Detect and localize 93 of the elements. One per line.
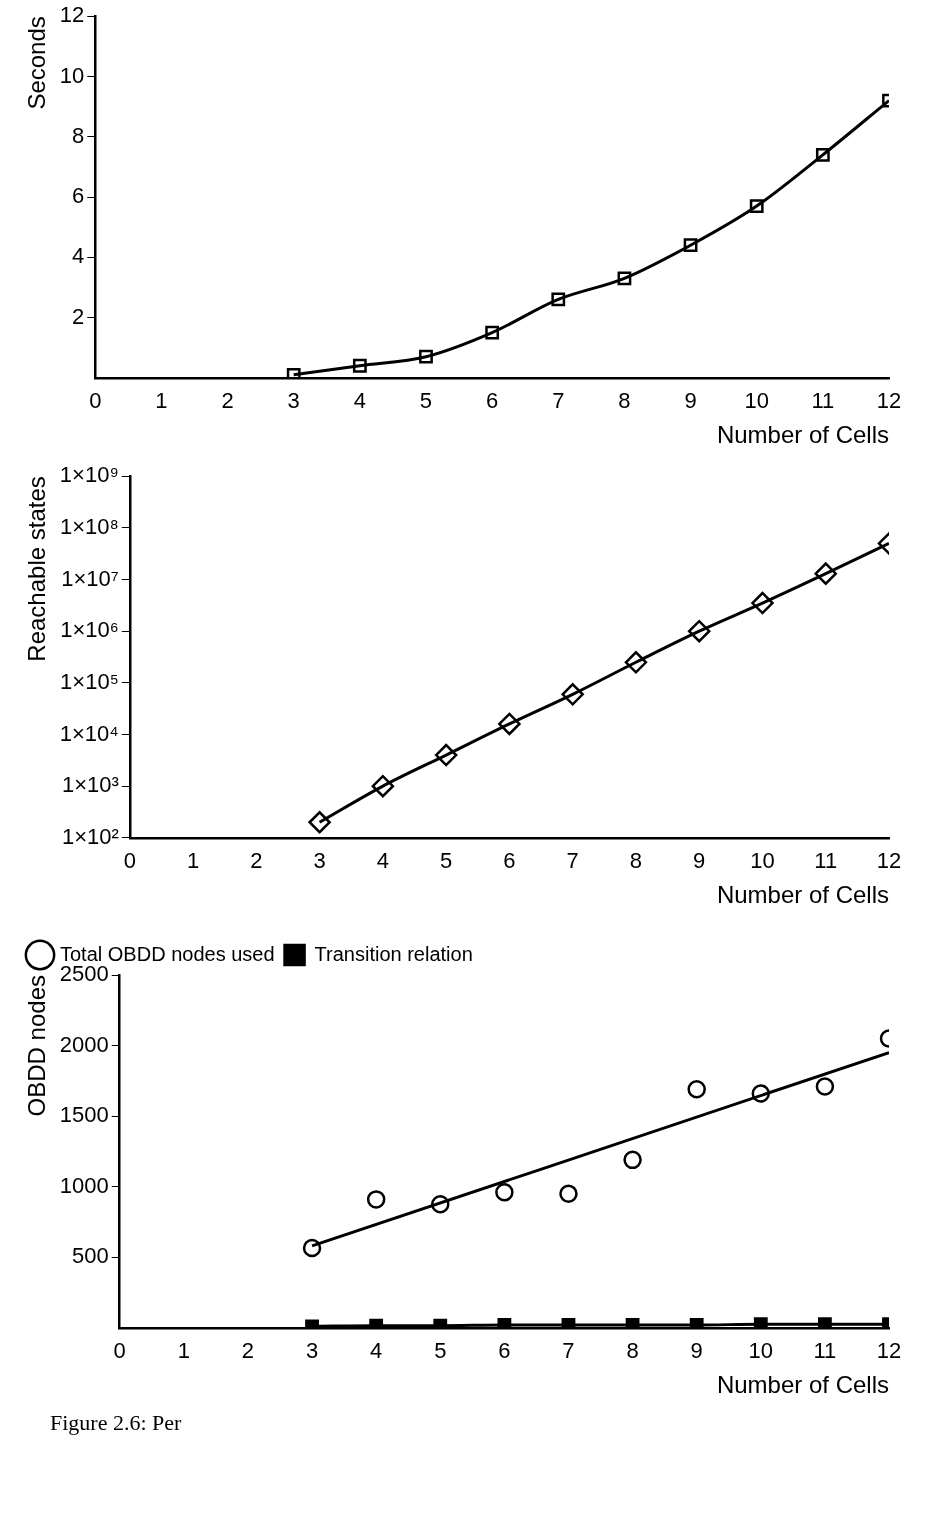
y-tick-label: 1×10⁷ [61, 565, 119, 591]
point [561, 683, 584, 706]
point [817, 1317, 832, 1328]
point [617, 271, 632, 286]
x-tick-label: 6 [503, 848, 516, 874]
point [687, 1080, 706, 1099]
x-tick-label: 5 [434, 1338, 447, 1364]
x-tick-label: 3 [287, 388, 300, 414]
point [352, 358, 367, 373]
x-tick-label: 10 [748, 1338, 774, 1364]
x-tick-label: 8 [629, 848, 643, 874]
x-tick-label: 1 [177, 1338, 190, 1364]
y-tick-label: 1500 [59, 1102, 109, 1128]
x-tick-label: 9 [693, 848, 706, 874]
y-tick-label: 1×10⁴ [59, 720, 119, 746]
point [366, 1190, 386, 1209]
x-axis-title: Number of Cells [716, 421, 889, 449]
point [749, 199, 764, 213]
x-tick-label: 11 [814, 848, 838, 874]
x-tick-label: 0 [113, 1338, 126, 1364]
point [498, 712, 521, 736]
x-tick-label: 11 [811, 388, 835, 414]
point [683, 238, 698, 253]
x-tick-label: 4 [370, 1338, 383, 1364]
y-tick-label: 2 [72, 303, 85, 329]
x-tick-label: 7 [552, 388, 565, 414]
x-tick-label: 7 [566, 848, 579, 874]
point [751, 591, 774, 615]
x-tick-label: 6 [498, 1338, 511, 1364]
y-tick-label: 10 [59, 62, 85, 88]
point [687, 619, 711, 643]
x-tick-label: 7 [562, 1338, 575, 1364]
x-tick-label: 2 [241, 1338, 255, 1364]
y-tick-label: 1×10⁶ [60, 617, 119, 643]
y-tick-label: 12 [59, 2, 85, 28]
x-tick-label: 12 [876, 1338, 902, 1364]
point [551, 292, 566, 307]
point [419, 349, 433, 364]
point [753, 1317, 768, 1328]
x-tick-label: 0 [123, 848, 136, 874]
x-tick-label: 1 [186, 848, 200, 874]
x-tick-label: 9 [684, 388, 697, 414]
point [371, 774, 395, 798]
point [434, 743, 458, 767]
x-tick-label: 12 [876, 388, 902, 414]
x-tick-label: 4 [353, 388, 366, 414]
y-tick-label: 1000 [59, 1172, 109, 1198]
point [485, 325, 500, 340]
y-axis-title: Reachable states [23, 476, 51, 662]
y-tick-label: 1×10⁵ [60, 668, 119, 694]
y-tick-label: 8 [72, 122, 85, 148]
y-tick-label: 4 [72, 243, 85, 269]
x-tick-label: 10 [750, 848, 775, 874]
y-tick-label: 6 [72, 183, 85, 209]
point [431, 1195, 450, 1214]
point [308, 811, 331, 834]
y-axis-title: OBDD nodes [23, 975, 51, 1117]
x-tick-label: 5 [440, 848, 453, 874]
y-tick-label: 2000 [59, 1031, 109, 1057]
y-axis-title: Seconds [23, 16, 51, 110]
x-tick-label: 9 [690, 1338, 703, 1364]
point [815, 1077, 835, 1096]
x-tick-label: 10 [744, 388, 769, 414]
x-tick-label: 1 [155, 388, 168, 414]
x-tick-label: 8 [626, 1338, 639, 1364]
point [751, 1084, 771, 1103]
y-tick-label: 1×10⁹ [59, 462, 119, 488]
x-tick-label: 0 [89, 388, 102, 414]
x-tick-label: 4 [376, 848, 389, 874]
point [302, 1238, 322, 1258]
point [623, 1150, 642, 1170]
point [624, 651, 648, 674]
caption: Figure 2.6: Per [49, 1410, 183, 1436]
x-axis-title: Number of Cells [716, 881, 889, 909]
y-tick-label: 500 [72, 1243, 109, 1269]
x-axis-title: Number of Cells [716, 1371, 889, 1399]
point [559, 1184, 578, 1203]
legend-label: Transition relation [314, 942, 473, 965]
x-tick-label: 5 [419, 388, 433, 414]
y-tick-label: 1×10³ [61, 772, 119, 798]
x-tick-label: 3 [305, 1338, 319, 1364]
x-tick-label: 11 [813, 1338, 837, 1364]
y-tick-label: 1×10² [61, 823, 119, 849]
x-tick-label: 2 [221, 388, 234, 414]
x-tick-label: 2 [250, 848, 263, 874]
y-tick-label: 1×10⁸ [59, 513, 119, 539]
x-tick-label: 3 [313, 848, 326, 874]
point [814, 562, 837, 585]
point [815, 147, 830, 162]
x-tick-label: 12 [876, 848, 902, 874]
x-tick-label: 8 [618, 388, 631, 414]
point [495, 1183, 514, 1202]
x-tick-label: 6 [486, 388, 499, 414]
